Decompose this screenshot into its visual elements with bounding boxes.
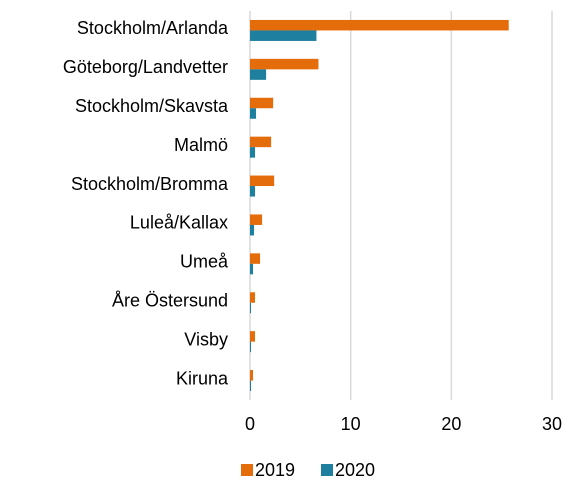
bar <box>250 253 261 264</box>
legend-swatch <box>241 464 253 476</box>
legend-label: 2020 <box>335 460 375 480</box>
y-tick-label: Visby <box>184 329 228 349</box>
bar <box>250 69 267 80</box>
bar <box>250 147 256 158</box>
bar <box>250 175 275 187</box>
y-tick-label: Malmö <box>174 135 228 155</box>
x-tick-label: 20 <box>441 414 461 434</box>
y-tick-label: Stockholm/Bromma <box>71 174 229 194</box>
bar <box>250 331 256 342</box>
y-tick-label: Umeå <box>180 252 229 272</box>
bar <box>250 263 254 275</box>
y-tick-label: Kiruna <box>176 368 229 388</box>
x-tick-label: 10 <box>341 414 361 434</box>
y-tick-label: Luleå/Kallax <box>130 213 228 233</box>
legend-swatch <box>321 464 333 476</box>
x-tick-label: 30 <box>542 414 562 434</box>
y-tick-label: Stockholm/Skavsta <box>75 96 229 116</box>
bar <box>250 136 272 148</box>
bar <box>250 58 319 70</box>
x-tick-label: 0 <box>245 414 255 434</box>
bar <box>250 19 509 31</box>
bar <box>250 97 274 109</box>
bar <box>250 302 252 314</box>
bar <box>250 292 256 303</box>
y-tick-label: Åre Östersund <box>112 291 228 311</box>
y-tick-label: Göteborg/Landvetter <box>63 57 228 77</box>
bar <box>250 108 257 119</box>
bar <box>250 214 263 225</box>
bar <box>250 224 255 236</box>
bar <box>250 186 256 197</box>
bar <box>250 380 252 392</box>
y-tick-label: Stockholm/Arlanda <box>77 18 229 38</box>
bar <box>250 370 254 381</box>
bar <box>250 30 317 41</box>
bar <box>250 341 252 353</box>
legend-label: 2019 <box>255 460 295 480</box>
